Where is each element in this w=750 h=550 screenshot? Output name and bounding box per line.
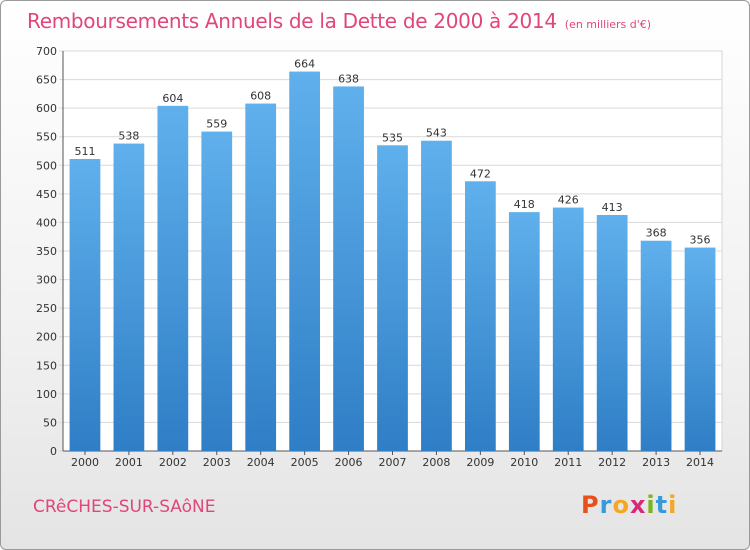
x-tick-label: 2004 xyxy=(247,456,275,469)
bar xyxy=(377,145,408,452)
logo-letter: i xyxy=(646,491,656,519)
y-tick-label: 350 xyxy=(36,245,57,258)
data-label: 413 xyxy=(602,201,623,214)
x-tick-label: 2005 xyxy=(291,456,319,469)
commune-name: CRêCHES-SUR-SAôNE xyxy=(33,497,216,517)
y-tick-label: 500 xyxy=(36,159,57,172)
y-tick-label: 400 xyxy=(36,216,57,229)
data-label: 418 xyxy=(514,198,535,211)
bar xyxy=(157,105,189,451)
data-label: 472 xyxy=(470,167,491,180)
bar xyxy=(245,103,277,452)
x-tick-label: 2011 xyxy=(554,456,582,469)
x-tick-label: 2001 xyxy=(115,456,143,469)
bar xyxy=(684,247,716,451)
data-label: 426 xyxy=(558,194,579,207)
y-tick-label: 700 xyxy=(36,45,57,58)
x-tick-label: 2008 xyxy=(422,456,450,469)
logo-letter: r xyxy=(599,491,613,519)
x-tick-label: 2014 xyxy=(686,456,714,469)
bar xyxy=(333,86,364,451)
bar xyxy=(596,215,628,451)
y-tick-label: 600 xyxy=(36,102,57,115)
y-tick-label: 200 xyxy=(36,331,57,344)
bar xyxy=(113,143,145,452)
data-label: 535 xyxy=(382,131,403,144)
bar xyxy=(640,240,672,451)
bar xyxy=(289,71,321,452)
logo-letter: P xyxy=(581,491,600,519)
logo-letter: o xyxy=(612,491,630,519)
x-tick-label: 2003 xyxy=(203,456,231,469)
y-tick-label: 450 xyxy=(36,188,57,201)
data-label: 356 xyxy=(690,234,711,247)
bar xyxy=(421,140,452,451)
data-label: 538 xyxy=(118,130,139,143)
x-tick-label: 2007 xyxy=(379,456,407,469)
data-label: 638 xyxy=(338,72,359,85)
y-tick-label: 300 xyxy=(36,274,57,287)
bar xyxy=(201,131,233,452)
data-label: 543 xyxy=(426,127,447,140)
x-tick-label: 2002 xyxy=(159,456,187,469)
x-tick-label: 2000 xyxy=(71,456,99,469)
chart-subtitle: (en milliers d'€) xyxy=(564,18,652,31)
y-tick-label: 150 xyxy=(36,359,57,372)
bar xyxy=(552,207,584,451)
logo-letter: i xyxy=(668,491,678,519)
y-tick-label: 650 xyxy=(36,74,57,87)
y-tick-label: 100 xyxy=(36,388,57,401)
proxiti-logo: Proxiti xyxy=(581,491,677,519)
bar xyxy=(69,159,101,451)
x-tick-label: 2012 xyxy=(598,456,626,469)
x-tick-label: 2010 xyxy=(510,456,538,469)
y-tick-label: 0 xyxy=(50,445,57,458)
x-tick-label: 2009 xyxy=(466,456,494,469)
bar xyxy=(508,212,540,451)
logo-letter: t xyxy=(655,491,669,519)
data-label: 511 xyxy=(74,145,95,158)
y-tick-label: 250 xyxy=(36,302,57,315)
data-label: 664 xyxy=(294,58,315,71)
data-label: 608 xyxy=(250,90,271,103)
data-label: 559 xyxy=(206,118,227,131)
x-tick-label: 2013 xyxy=(642,456,670,469)
data-label: 604 xyxy=(162,92,183,105)
chart-title: Remboursements Annuels de la Dette de 20… xyxy=(27,9,652,33)
y-tick-label: 550 xyxy=(36,131,57,144)
x-tick-label: 2006 xyxy=(335,456,363,469)
bar xyxy=(464,181,496,452)
logo-letter: x xyxy=(629,491,647,519)
y-tick-label: 50 xyxy=(43,416,57,429)
data-label: 368 xyxy=(646,227,667,240)
